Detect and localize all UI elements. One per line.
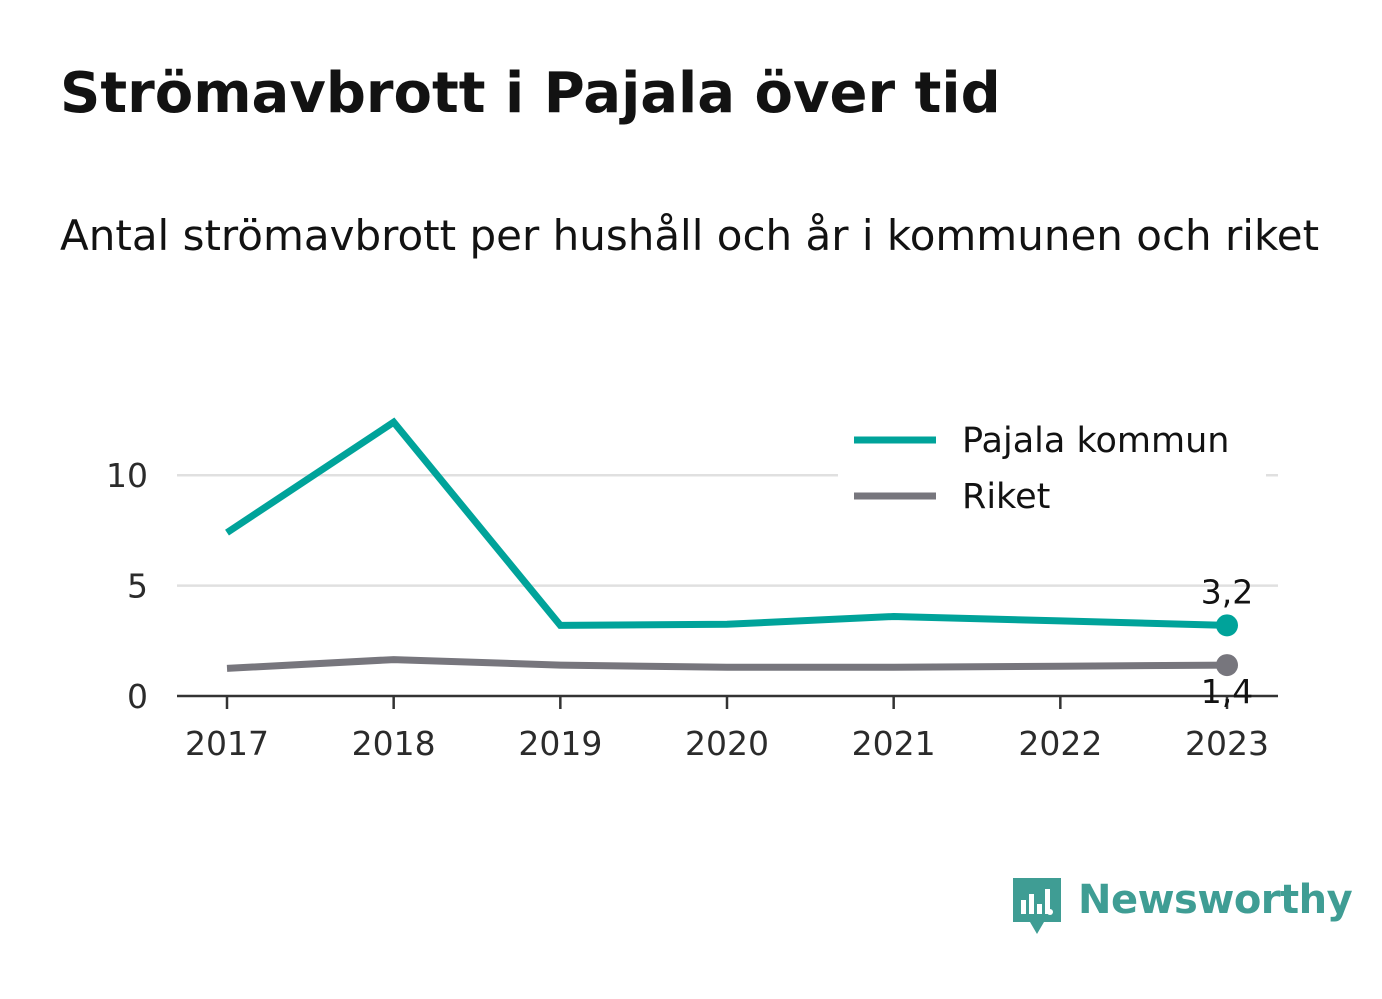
x-tick-label: 2019 (518, 724, 602, 763)
newsworthy-bar-chart-icon (1013, 878, 1061, 934)
brand-name: Newsworthy (1078, 877, 1353, 923)
chart-subtitle: Antal strömavbrott per hushåll och år i … (60, 211, 1320, 260)
y-tick-label: 0 (127, 677, 148, 716)
x-tick-label: 2021 (852, 724, 936, 763)
newsworthy-logo: Newsworthy (1010, 876, 1353, 940)
end-labels: 3,2 1,4 (1201, 572, 1253, 711)
end-value-label: 3,2 (1201, 572, 1253, 611)
series-line (226, 656, 1228, 672)
y-tick-label: 5 (127, 567, 148, 606)
y-tick-label: 10 (106, 456, 148, 495)
y-axis: 0 5 10 (106, 456, 148, 716)
legend: Pajala kommun Riket (838, 412, 1266, 524)
legend-background (838, 412, 1266, 524)
legend-label: Pajala kommun (962, 421, 1229, 461)
x-tick-label: 2017 (185, 724, 269, 763)
end-point-marker (1216, 614, 1238, 637)
x-tick-label: 2020 (685, 724, 769, 763)
x-axis: 2017 2018 2019 2020 2021 2022 2023 (177, 694, 1278, 763)
x-tick-label: 2022 (1018, 724, 1102, 763)
x-tick-label: 2023 (1185, 724, 1269, 763)
x-tick-label: 2018 (352, 724, 436, 763)
end-point-marker (1216, 654, 1238, 677)
chart-title: Strömavbrott i Pajala över tid (60, 61, 1001, 126)
end-value-label: 1,4 (1201, 672, 1253, 711)
series-lines (225, 417, 1238, 677)
legend-label: Riket (962, 477, 1050, 517)
series-line (225, 417, 1228, 629)
